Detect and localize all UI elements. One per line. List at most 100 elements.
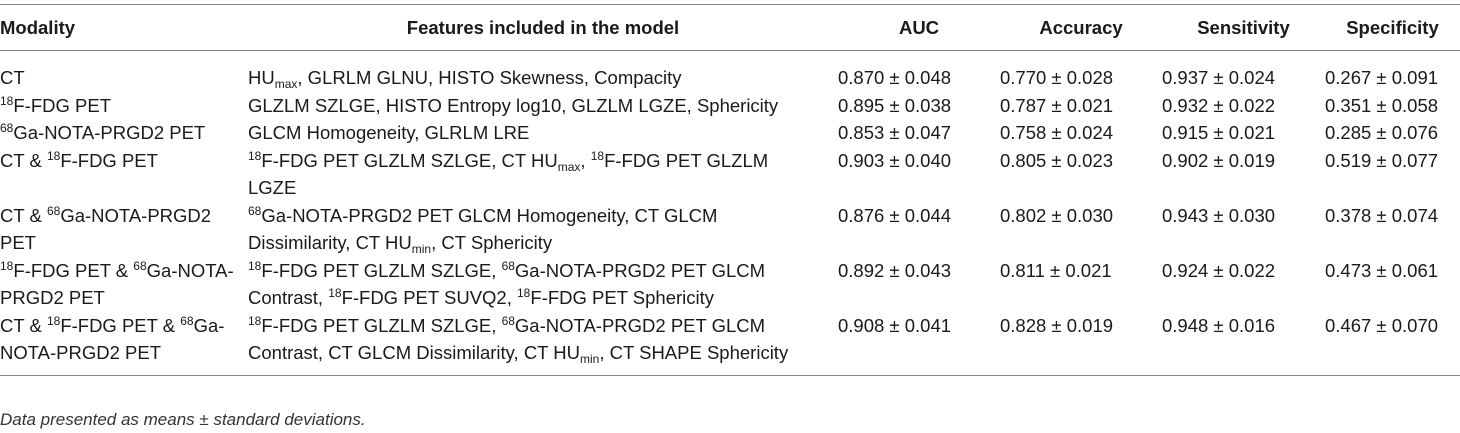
- superscript: 18: [0, 258, 14, 273]
- text: , CT SHAPE Sphericity: [599, 342, 789, 363]
- text: F-FDG PET &: [13, 259, 134, 281]
- text: 0.932 ± 0.022: [1162, 94, 1276, 116]
- auc-cell: 0.908 ± 0.041: [838, 311, 1000, 376]
- text: Ga-NOTA-PRGD2 PET GLCM Contrast, CT GLCM…: [248, 314, 766, 364]
- accuracy-cell: 0.811 ± 0.021: [1000, 257, 1162, 312]
- text: F-FDG PET Sphericity: [530, 287, 715, 308]
- column-header: Accuracy: [1000, 4, 1162, 51]
- text: CT &: [0, 149, 47, 171]
- features-cell: GLZLM SZLGE, HISTO Entropy log10, GLZLM …: [248, 92, 838, 120]
- modality-cell: 18F-FDG PET: [0, 92, 248, 120]
- text: 0.895 ± 0.038: [838, 94, 952, 116]
- accuracy-cell: 0.758 ± 0.024: [1000, 119, 1162, 147]
- text: , CT Sphericity: [431, 232, 553, 253]
- sensitivity-cell: 0.915 ± 0.021: [1162, 119, 1325, 147]
- superscript: 68: [501, 313, 515, 328]
- superscript: 68: [501, 258, 515, 273]
- text: 0.770 ± 0.028: [1000, 67, 1114, 88]
- sensitivity-cell: 0.943 ± 0.030: [1162, 202, 1325, 257]
- table-row: CT & 18F-FDG PET & 68Ga-NOTA-PRGD2 PET 18…: [0, 311, 1460, 376]
- superscript: 68: [133, 258, 147, 273]
- superscript: 18: [517, 286, 531, 300]
- text: F-FDG PET GLZLM SZLGE,: [261, 314, 502, 336]
- auc-cell: 0.876 ± 0.044: [838, 202, 1000, 257]
- auc-cell: 0.903 ± 0.040: [838, 147, 1000, 202]
- text: 0.943 ± 0.030: [1162, 204, 1276, 226]
- column-header: Modality: [0, 4, 248, 51]
- modality-cell: CT & 18F-FDG PET: [0, 147, 248, 202]
- text: 0.876 ± 0.044: [838, 204, 952, 226]
- text: GLZLM SZLGE, HISTO Entropy log10, GLZLM …: [248, 94, 779, 116]
- text: 0.948 ± 0.016: [1162, 314, 1276, 336]
- text: Ga-NOTA-PRGD2 PET: [0, 259, 234, 309]
- superscript: 18: [248, 258, 262, 273]
- superscript: 68: [248, 203, 262, 218]
- text: 0.853 ± 0.047: [838, 122, 952, 143]
- subscript: min: [580, 352, 600, 366]
- specificity-cell: 0.467 ± 0.070: [1325, 311, 1460, 376]
- text: 0.924 ± 0.022: [1162, 259, 1276, 281]
- footnote: Data presented as means ± standard devia…: [0, 410, 366, 429]
- text: 0.902 ± 0.019: [1162, 149, 1276, 171]
- specificity-cell: 0.285 ± 0.076: [1325, 119, 1460, 147]
- column-header: AUC: [838, 4, 1000, 51]
- accuracy-cell: 0.805 ± 0.023: [1000, 147, 1162, 202]
- text: 0.903 ± 0.040: [838, 149, 952, 171]
- text: 0.378 ± 0.074: [1325, 204, 1439, 226]
- modality-cell: 68Ga-NOTA-PRGD2 PET: [0, 119, 248, 147]
- sensitivity-cell: 0.937 ± 0.024: [1162, 51, 1325, 92]
- text: F-FDG PET GLZLM SZLGE, CT HU: [261, 149, 558, 171]
- text: ,: [580, 149, 591, 171]
- superscript: 18: [248, 148, 262, 163]
- text: 0.267 ± 0.091: [1325, 67, 1439, 88]
- text: CT: [0, 67, 25, 88]
- table-body: CT HUmax, GLRLM GLNU, HISTO Skewness, Com…: [0, 51, 1460, 376]
- text: 0.908 ± 0.041: [838, 314, 952, 336]
- superscript: 18: [590, 148, 605, 163]
- text: CT &: [0, 204, 47, 226]
- auc-cell: 0.895 ± 0.038: [838, 92, 1000, 120]
- specificity-cell: 0.267 ± 0.091: [1325, 51, 1460, 92]
- accuracy-cell: 0.828 ± 0.019: [1000, 311, 1162, 376]
- text: 0.811 ± 0.021: [1000, 259, 1112, 281]
- text: 0.519 ± 0.077: [1325, 149, 1439, 171]
- features-cell: 18F-FDG PET GLZLM SZLGE, CT HUmax, 18F-F…: [248, 147, 838, 202]
- text: F-FDG PET SUVQ2,: [341, 287, 517, 308]
- specificity-cell: 0.473 ± 0.061: [1325, 257, 1460, 312]
- features-cell: GLCM Homogeneity, GLRLM LRE: [248, 119, 838, 147]
- modality-cell: CT & 68Ga-NOTA-PRGD2 PET: [0, 202, 248, 257]
- text: Ga-NOTA-PRGD2 PET: [13, 122, 206, 143]
- accuracy-cell: 0.770 ± 0.028: [1000, 51, 1162, 92]
- text: 0.915 ± 0.021: [1162, 122, 1276, 143]
- text: 0.828 ± 0.019: [1000, 314, 1114, 336]
- text: 0.805 ± 0.023: [1000, 149, 1114, 171]
- text: CT &: [0, 314, 47, 336]
- superscript: 18: [328, 286, 342, 300]
- table-row: CT & 68Ga-NOTA-PRGD2 PET 68Ga-NOTA-PRGD2 …: [0, 202, 1460, 257]
- features-cell: HUmax, GLRLM GLNU, HISTO Skewness, Compa…: [248, 51, 838, 92]
- sensitivity-cell: 0.932 ± 0.022: [1162, 92, 1325, 120]
- subscript: max: [274, 77, 298, 91]
- text: 0.892 ± 0.043: [838, 259, 952, 281]
- text: 0.870 ± 0.048: [838, 67, 952, 88]
- text: F-FDG PET: [13, 94, 111, 116]
- modality-cell: CT: [0, 51, 248, 92]
- table-row: 18F-FDG PET GLZLM SZLGE, HISTO Entropy lo…: [0, 92, 1460, 120]
- modality-cell: CT & 18F-FDG PET & 68Ga-NOTA-PRGD2 PET: [0, 311, 248, 376]
- subscript: max: [557, 159, 581, 174]
- superscript: 68: [0, 121, 14, 135]
- column-header: Features included in the model: [248, 4, 838, 51]
- sensitivity-cell: 0.924 ± 0.022: [1162, 257, 1325, 312]
- sensitivity-cell: 0.902 ± 0.019: [1162, 147, 1325, 202]
- text: 0.467 ± 0.070: [1325, 314, 1439, 336]
- table-row: CT & 18F-FDG PET 18F-FDG PET GLZLM SZLGE,…: [0, 147, 1460, 202]
- text: 0.351 ± 0.058: [1325, 94, 1439, 116]
- text: GLCM Homogeneity, GLRLM LRE: [248, 122, 530, 143]
- accuracy-cell: 0.787 ± 0.021: [1000, 92, 1162, 120]
- superscript: 18: [248, 313, 262, 328]
- column-header: Sensitivity: [1162, 4, 1325, 51]
- header-row: Modality Features included in the model AU…: [0, 4, 1460, 51]
- accuracy-cell: 0.802 ± 0.030: [1000, 202, 1162, 257]
- auc-cell: 0.853 ± 0.047: [838, 119, 1000, 147]
